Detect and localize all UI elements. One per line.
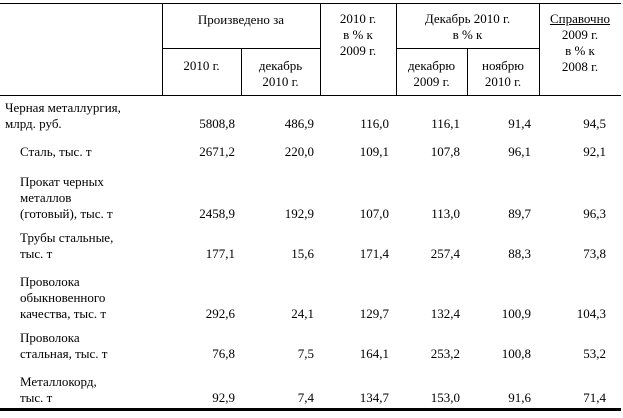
row-label-line: тыс. т bbox=[20, 390, 53, 405]
row-label-line: Прокат черных bbox=[20, 174, 104, 189]
cell-pct-dec-2009: 116,1 bbox=[431, 116, 460, 131]
header-december-group: Декабрь 2010 г. в % к bbox=[424, 11, 511, 42]
cell-pct-nov-2010: 100,8 bbox=[501, 346, 531, 361]
row-label-line: Проволока bbox=[20, 274, 80, 289]
cell-produced-2010: 92,9 bbox=[212, 390, 235, 405]
cell-pct-2010: 171,4 bbox=[359, 246, 389, 261]
row-label: Трубы стальные, тыс. т bbox=[20, 230, 113, 262]
cell-pct-2010: 107,0 bbox=[359, 206, 389, 221]
row-label-line: Трубы стальные, bbox=[20, 230, 114, 245]
row-label: Сталь, тыс. т bbox=[20, 144, 92, 160]
cell-produced-2010: 292,6 bbox=[205, 306, 235, 321]
column-divider bbox=[467, 48, 468, 95]
row-label: Проволока стальная, тыс. т bbox=[20, 330, 107, 362]
cell-produced-december: 7,5 bbox=[297, 346, 314, 361]
cell-pct-dec-2009: 107,8 bbox=[430, 144, 460, 159]
row-label: Прокат черных металлов (готовый), тыс. т bbox=[20, 174, 113, 222]
column-divider bbox=[396, 3, 397, 95]
row-label: Металлокорд, тыс. т bbox=[20, 374, 97, 406]
header-divider-line bbox=[0, 95, 621, 96]
header-nov-2010: ноябрю 2010 г. bbox=[481, 58, 524, 89]
cell-pct-nov-2010: 100,9 bbox=[501, 306, 531, 321]
header-produced-december: декабрь 2010 г. bbox=[258, 58, 303, 89]
cell-pct-2010: 129,7 bbox=[359, 306, 389, 321]
cell-pct-dec-2009: 113,0 bbox=[431, 206, 460, 221]
cell-pct-nov-2010: 89,7 bbox=[508, 206, 531, 221]
header-reference: Справочно 2009 г. в % к 2008 г. bbox=[549, 11, 611, 74]
cell-produced-december: 24,1 bbox=[291, 306, 314, 321]
column-divider bbox=[539, 3, 540, 95]
cell-pct-2010: 134,7 bbox=[359, 390, 389, 405]
cell-reference: 71,4 bbox=[583, 390, 606, 405]
row-label-line: Металлокорд, bbox=[20, 374, 97, 389]
header-produced-group: Произведено за bbox=[197, 12, 285, 27]
cell-pct-nov-2010: 88,3 bbox=[508, 246, 531, 261]
header-produced-2010: 2010 г. bbox=[183, 58, 220, 73]
cell-produced-december: 7,4 bbox=[297, 390, 314, 405]
cell-reference: 73,8 bbox=[583, 246, 606, 261]
row-label-line: тыс. т bbox=[20, 246, 53, 261]
cell-pct-dec-2009: 132,4 bbox=[430, 306, 460, 321]
cell-produced-2010: 76,8 bbox=[212, 346, 235, 361]
column-divider bbox=[241, 48, 242, 95]
row-label: Черная металлургия, млрд. руб. bbox=[5, 100, 121, 132]
cell-produced-2010: 2671,2 bbox=[199, 144, 235, 159]
cell-pct-dec-2009: 153,0 bbox=[430, 390, 460, 405]
cell-pct-nov-2010: 91,6 bbox=[508, 390, 531, 405]
row-label: Проволока обыкновенного качества, тыс. т bbox=[20, 274, 106, 322]
cell-pct-nov-2010: 96,1 bbox=[508, 144, 531, 159]
row-label-line: Сталь, тыс. т bbox=[20, 144, 92, 159]
column-divider bbox=[162, 3, 163, 95]
cell-pct-dec-2009: 257,4 bbox=[430, 246, 460, 261]
cell-produced-2010: 5808,8 bbox=[199, 116, 235, 131]
cell-reference: 94,5 bbox=[583, 116, 606, 131]
table-top-border bbox=[0, 3, 621, 4]
row-label-line: Проволока bbox=[20, 330, 80, 345]
row-label-line: Черная металлургия, bbox=[5, 100, 121, 115]
row-label-line: металлов bbox=[20, 190, 72, 205]
cell-produced-december: 486,9 bbox=[284, 116, 314, 131]
cell-produced-december: 192,9 bbox=[284, 206, 314, 221]
table-bottom-border bbox=[0, 408, 621, 411]
row-label-line: млрд. руб. bbox=[5, 116, 62, 131]
cell-pct-2010: 164,1 bbox=[359, 346, 389, 361]
cell-produced-2010: 2458,9 bbox=[199, 206, 235, 221]
cell-reference: 92,1 bbox=[583, 144, 606, 159]
header-dec-2009: декабрю 2009 г. bbox=[407, 58, 456, 89]
cell-reference: 104,3 bbox=[576, 306, 606, 321]
cell-reference: 53,2 bbox=[583, 346, 606, 361]
cell-pct-2010: 116,0 bbox=[360, 116, 389, 131]
row-label-line: стальная, тыс. т bbox=[20, 346, 108, 361]
row-label-line: качества, тыс. т bbox=[20, 306, 107, 321]
row-label-line: (готовый), тыс. т bbox=[20, 206, 113, 221]
cell-produced-december: 15,6 bbox=[291, 246, 314, 261]
cell-pct-dec-2009: 253,2 bbox=[430, 346, 460, 361]
row-label-line: обыкновенного bbox=[20, 290, 106, 305]
cell-reference: 96,3 bbox=[583, 206, 606, 221]
header-pct-2010: 2010 г. в % к 2009 г. bbox=[339, 11, 377, 58]
cell-produced-december: 220,0 bbox=[284, 144, 314, 159]
column-divider bbox=[320, 3, 321, 95]
cell-produced-2010: 177,1 bbox=[205, 246, 235, 261]
cell-pct-2010: 109,1 bbox=[359, 144, 389, 159]
cell-pct-nov-2010: 91,4 bbox=[508, 116, 531, 131]
